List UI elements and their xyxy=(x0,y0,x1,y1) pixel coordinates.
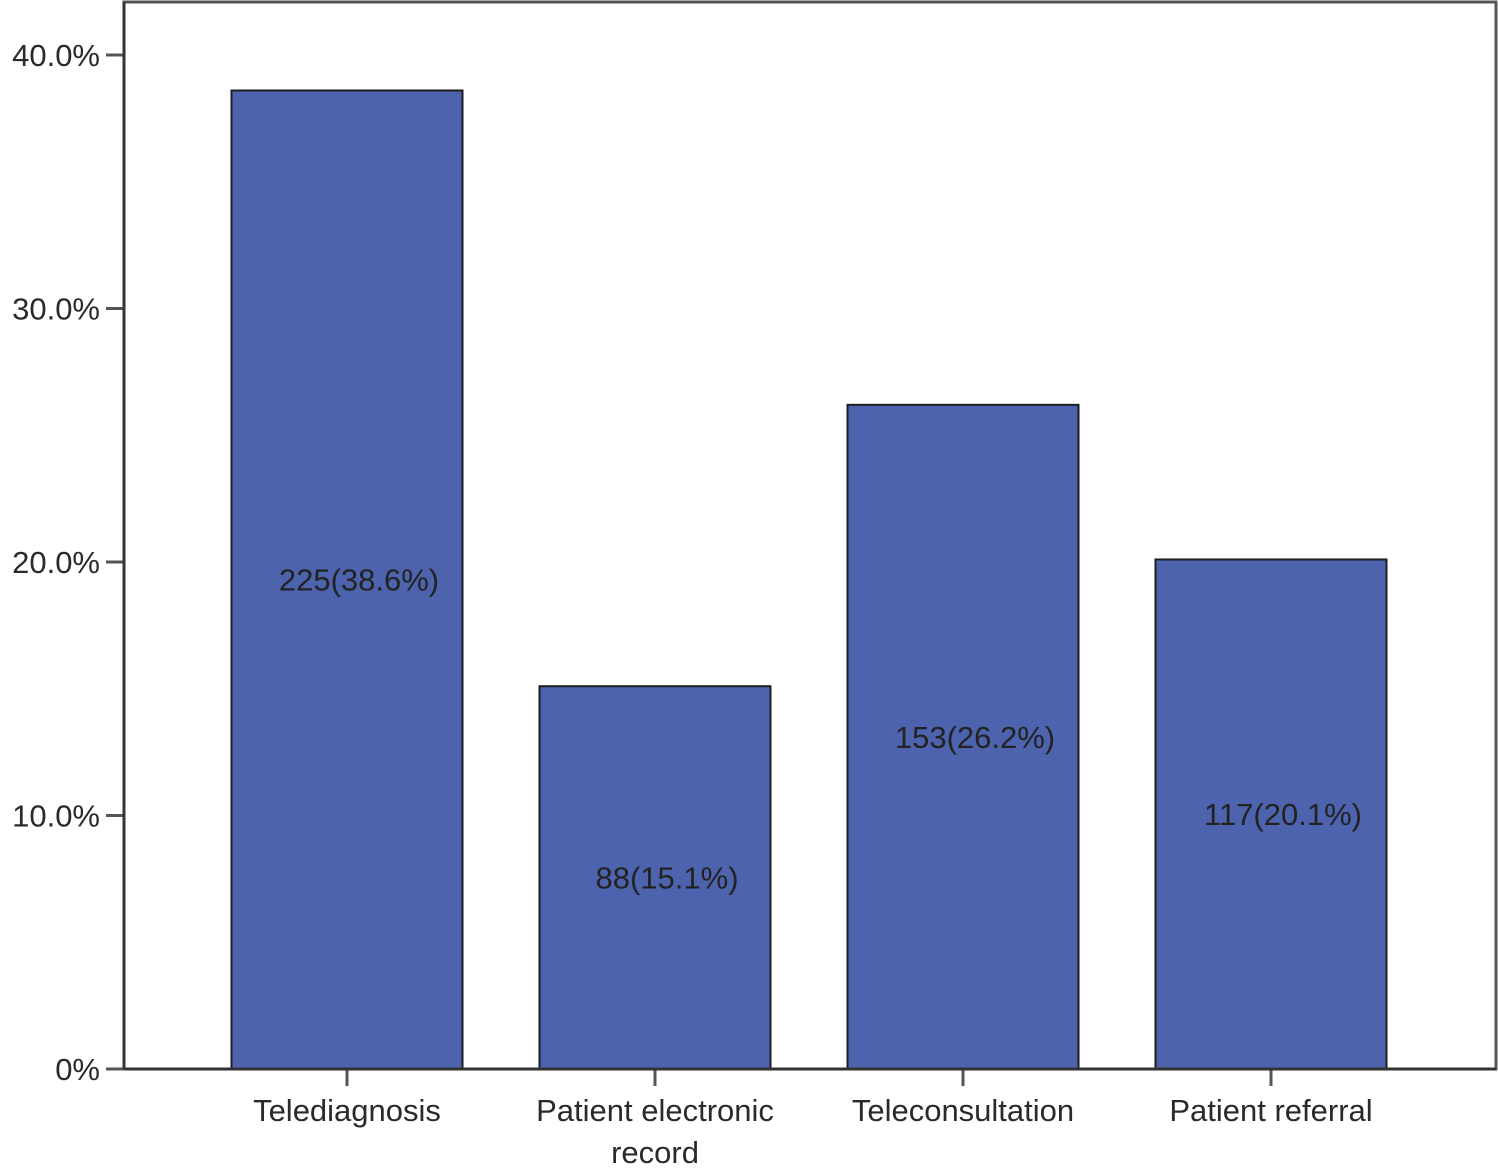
bars: 225(38.6%) 88(15.1%) 153(26.2%) 117(20.1%) xyxy=(230,89,1388,1071)
data-label: 225(38.6%) xyxy=(279,563,439,598)
y-tick-label: 40.0% xyxy=(12,38,100,73)
y-axis: 0% 10.0% 20.0% 30.0% 40.0% xyxy=(12,2,126,1087)
bar-patient-electronic-record xyxy=(538,685,772,1071)
data-label: 117(20.1%) xyxy=(1204,797,1362,832)
y-tick-label: 0% xyxy=(55,1052,100,1087)
bar-teleconsultation xyxy=(846,403,1080,1070)
x-tick-label: Teleconsultation xyxy=(852,1093,1074,1128)
data-label: 88(15.1%) xyxy=(595,861,738,896)
x-tick-label: Telediagnosis xyxy=(253,1093,441,1128)
data-label: 153(26.2%) xyxy=(895,720,1055,755)
x-tick-label: Patient referral xyxy=(1169,1093,1372,1128)
y-tick-label: 30.0% xyxy=(12,292,100,327)
x-tick-label: Patient electronic xyxy=(536,1093,774,1128)
bar-telediagnosis xyxy=(230,89,464,1071)
y-tick-label: 20.0% xyxy=(12,545,100,580)
x-axis: Telediagnosis Patient electronic record Tel… xyxy=(124,1067,1496,1170)
x-tick-label: record xyxy=(611,1135,699,1170)
y-tick-label: 10.0% xyxy=(12,799,100,834)
